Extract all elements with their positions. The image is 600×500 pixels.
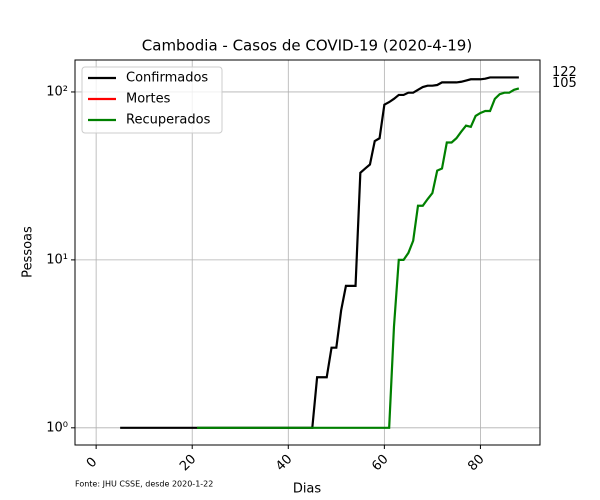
legend-label: Confirmados — [126, 71, 208, 86]
y-tick-label: 10² — [46, 84, 68, 99]
chart-title: Cambodia - Casos de COVID-19 (2020-4-19) — [142, 37, 472, 55]
y-tick-label: 10⁰ — [46, 420, 68, 435]
end-label: 122 — [552, 65, 577, 80]
y-axis-label: Pessoas — [21, 226, 36, 278]
plot-frame — [74, 59, 541, 446]
legend-box — [81, 66, 223, 134]
legend-label: Recuperados — [126, 113, 211, 128]
source-note: Fonte: JHU CSSE, desde 2020-1-22 — [75, 480, 213, 489]
series-line — [197, 87, 520, 429]
x-axis-label: Dias — [293, 482, 322, 497]
end-label: 105 — [552, 76, 577, 91]
series-line — [120, 76, 519, 429]
y-tick-label: 10¹ — [46, 252, 68, 267]
legend-label: Mortes — [126, 92, 171, 107]
